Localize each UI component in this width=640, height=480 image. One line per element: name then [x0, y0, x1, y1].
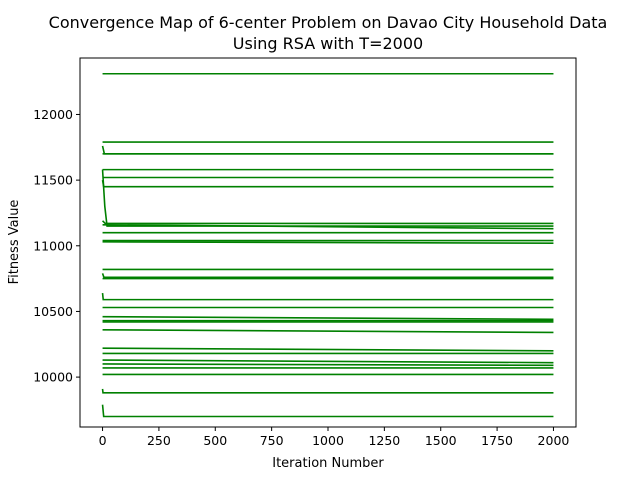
y-axis: 10000 10500 11000 11500 12000	[33, 107, 80, 385]
x-axis: 0 250 500 750 1000 1250 1500 1750 2000	[99, 427, 570, 448]
series-line-3	[101, 145, 554, 155]
series-line-22	[102, 329, 554, 334]
series-line-19	[102, 315, 554, 321]
y-tick-label: 12000	[33, 107, 73, 122]
y-tick-label: 10000	[33, 370, 73, 385]
series-line-25	[102, 359, 554, 364]
series-line-9	[101, 220, 554, 225]
y-tick-label: 11500	[33, 173, 73, 188]
series-line-15	[101, 273, 554, 279]
series-line-17	[101, 292, 554, 301]
x-tick-label: 1250	[368, 433, 400, 448]
y-tick-label: 11000	[33, 238, 73, 253]
chart-subtitle: Using RSA with T=2000	[233, 34, 423, 53]
x-tick-label: 750	[260, 433, 284, 448]
x-tick-label: 1750	[481, 433, 513, 448]
y-tick-label: 10500	[33, 304, 73, 319]
x-tick-label: 0	[99, 433, 107, 448]
x-tick-label: 1500	[425, 433, 457, 448]
series-line-7	[101, 179, 554, 188]
y-axis-label: Fitness Value	[7, 200, 22, 285]
series-line-23	[102, 347, 554, 352]
series-layer	[101, 72, 554, 418]
x-tick-label: 1000	[312, 433, 344, 448]
chart-title: Convergence Map of 6-center Problem on D…	[49, 13, 608, 32]
series-line-29	[101, 388, 554, 394]
x-tick-label: 250	[147, 433, 171, 448]
x-tick-label: 500	[203, 433, 227, 448]
x-axis-label: Iteration Number	[272, 456, 384, 471]
series-line-30	[101, 404, 554, 418]
series-line-13	[102, 241, 554, 244]
series-line-10	[102, 223, 554, 230]
series-line-26	[102, 363, 554, 367]
x-tick-label: 2000	[538, 433, 570, 448]
